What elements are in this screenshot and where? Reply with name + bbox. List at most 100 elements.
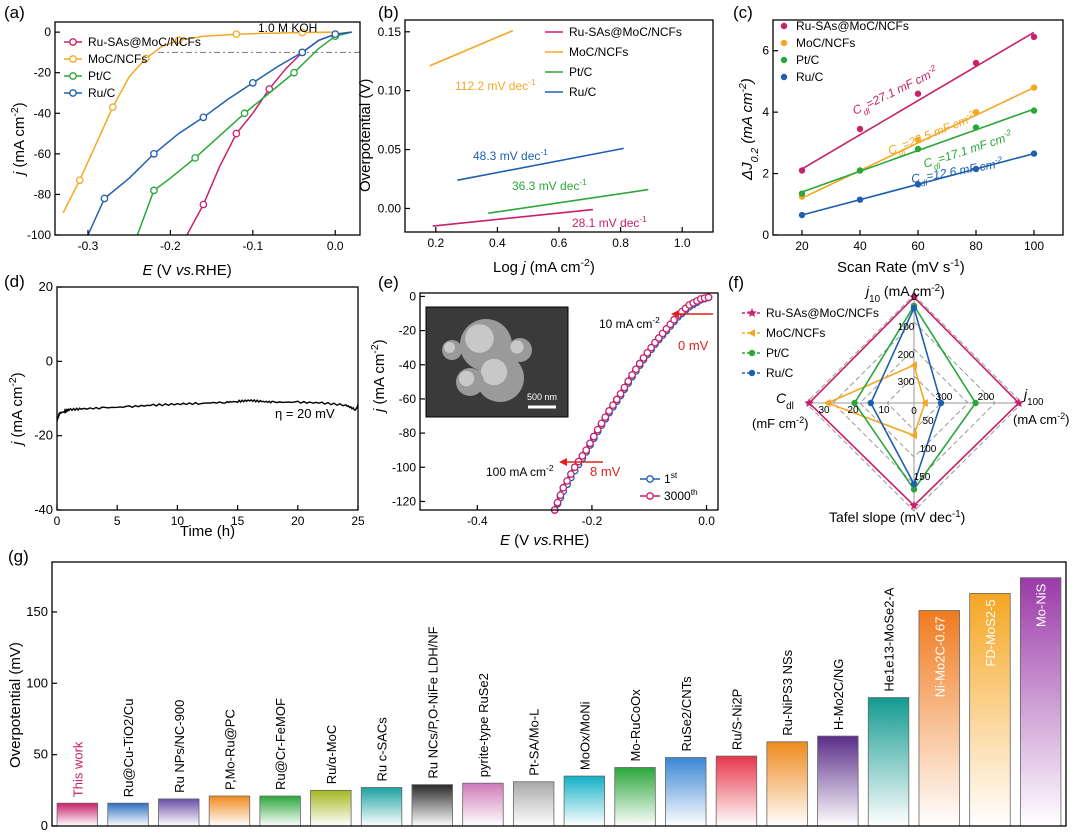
x-axis-tick-label: 0.0 [327,239,344,253]
data-point [612,395,621,404]
tafel-label-part: 28.1 mV dec [572,216,639,230]
radar-series-1 [825,364,926,437]
y-axis-title-part: ) [9,372,26,377]
legend-entry: Ru-SAs@MoC/NCFs [796,19,909,33]
legend-marker [780,56,788,64]
radar-point [910,480,918,488]
bar [310,789,352,827]
panel-d: 0 5 10 15 20 25 20 0 -20 -40 (d) η = 20 mV Time (h) j… [4,272,365,540]
panel-label: (e) [378,273,399,292]
radar-axis-unit-cdl-part: (mF cm [752,416,796,431]
bar-label: RuSe2/CNTs [679,676,694,752]
stability-trace [56,398,359,422]
x-axis-tick-label: 0.6 [551,236,568,250]
data-point [972,59,980,67]
bar [56,802,99,827]
panel-label: (g) [8,547,29,566]
radar-axis-title-j10-part: -2 [931,283,940,294]
y-axis-title-part: (mA cm [371,354,388,409]
radar-tick-label: 0 [911,292,917,303]
legend-marker [69,55,77,63]
plot-frame [51,561,1067,827]
radar-point [1014,398,1024,407]
fit-line-2 [488,188,649,214]
x-axis-tick-label: 0.4 [489,236,506,250]
sem-particle-highlight [480,358,508,386]
data-point [567,470,575,478]
plot-frame [56,286,359,511]
radar-tick-label: 50 [922,416,934,427]
cdl-label-part: =27.1 mF cm [864,68,933,111]
plot-frame [419,292,719,511]
x-axis-tick-label: 60 [911,239,925,253]
y-axis-tick-label: -20 [399,324,417,338]
data-point [798,190,806,197]
data-point [704,293,713,302]
x-axis-title-part: RHE) [195,262,232,279]
y-axis-tick-label: -20 [34,428,53,443]
radar-tick-label: 300 [898,377,915,388]
legend-entry: Ru-SAs@MoC/NCFs [88,35,201,49]
legend-entry: Ru-SAs@MoC/NCFs [766,306,879,320]
y-axis-tick-label: -80 [399,426,417,440]
x-axis-tick-label: 40 [853,239,867,253]
y-axis-tick-label: -40 [399,358,417,372]
fit-line-1 [429,29,514,67]
legend-entry: Ru-SAs@MoC/NCFs [569,25,682,39]
x-axis-tick-label: 1.0 [674,236,691,250]
bar-label: pyrite-type RuSe2 [476,673,491,777]
legend-marker [646,492,654,500]
radar-axis-unit-cdl: (mF cm-2) [752,415,808,431]
panel-a: -0.3 -0.2 -0.1 0.0 0 -20 -40 -60 -80 -100 (a) 1.0 M… [4,3,361,279]
data-point [290,68,298,77]
y-axis-tick-label: -20 [34,66,52,80]
data-point [616,389,625,398]
data-point [232,129,241,138]
radar-tick-label: 300 [936,392,953,403]
data-point [620,383,629,392]
cdl-label-part: C [910,171,921,186]
radar-axis-title-j10-part: j [864,283,870,299]
radar-axis-title-j100: j100 [1022,386,1044,408]
data-point [174,36,183,45]
y-axis-title: Overpotential (mV) [7,642,24,768]
radar-axis-unit-cdl-part: -2 [796,415,804,425]
data-point [605,407,613,415]
legend-entry-part: 3000 [664,489,691,503]
legend-marker [748,329,755,337]
y-axis-tick-label: 0 [409,289,416,303]
data-point [914,90,922,97]
y-axis-tick-label: 2 [762,167,769,181]
tafel-label-part: -1 [528,77,536,87]
cdl-label-part: -2 [1002,127,1012,139]
y-axis-tick-label: 0.15 [378,25,402,39]
legend-marker [780,39,788,47]
radar-point [910,361,917,370]
legend-marker [69,89,77,97]
legend-entry: 1st [664,470,678,486]
x-axis-title-part: Log [493,259,522,276]
data-point [563,477,571,485]
legend-marker [780,22,788,30]
legend-entry: Pt/C [569,65,593,79]
x-axis-title: E (V vs.RHE) [143,262,232,279]
current-label-10: 10 mA cm-2 [599,315,660,331]
legend-entry: Pt/C [796,53,820,67]
y-axis-tick-label: 0.05 [378,143,402,157]
radar-point [909,292,919,302]
scale-bar-label: 500 nm [527,392,557,402]
radar-axis-title-cdl-part: dl [786,401,794,412]
x-axis-tick-label: -0.1 [242,239,263,253]
y-axis-tick-label: -40 [34,502,53,517]
data-point [298,28,307,37]
data-point [647,343,655,352]
legend-entry: MoC/NCFs [88,52,147,66]
data-point [601,413,610,422]
legend-entry: MoC/NCFs [569,45,628,59]
x-axis-tick-label: 25 [351,514,365,528]
bar [665,757,707,827]
y-axis-title-part: -2 [9,107,21,116]
data-point [570,463,579,472]
current-label-10-part: -2 [652,315,660,325]
cdl-label-part: dl [897,146,908,158]
